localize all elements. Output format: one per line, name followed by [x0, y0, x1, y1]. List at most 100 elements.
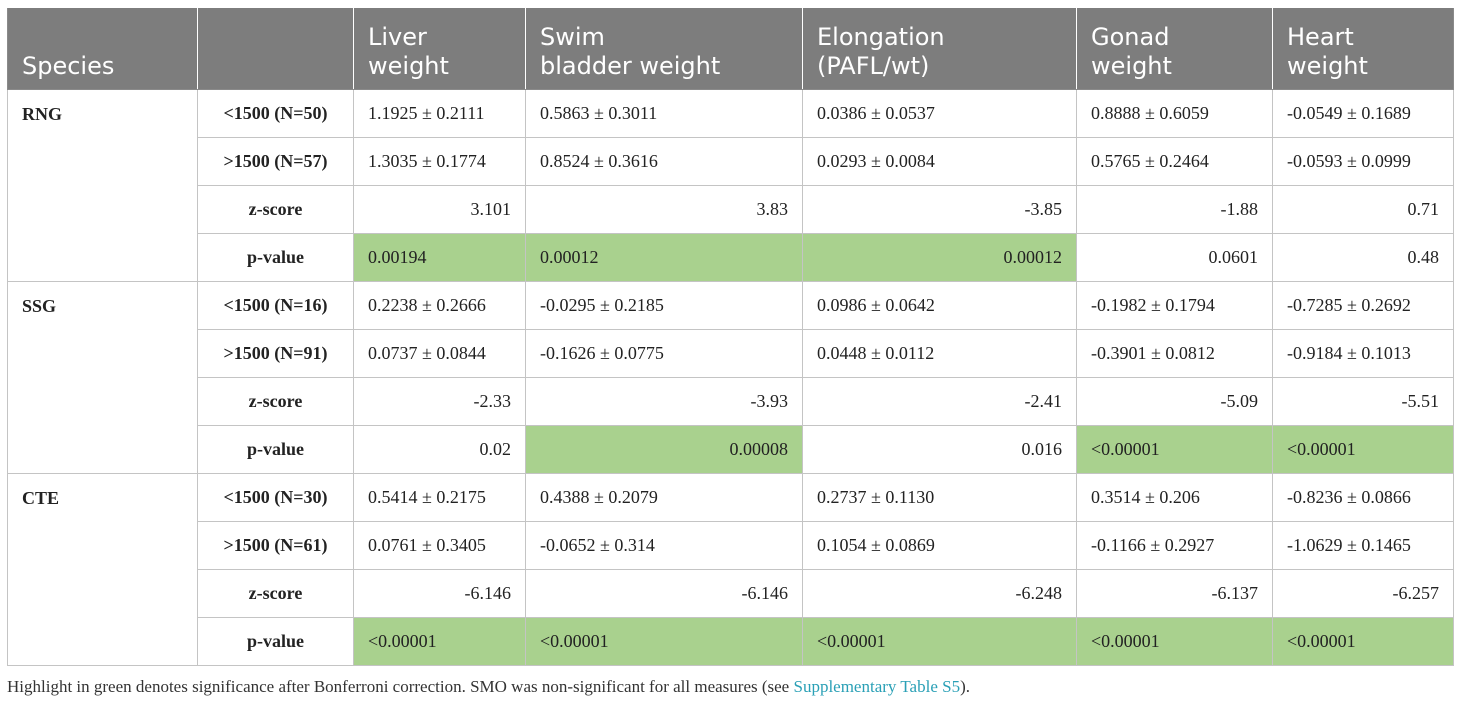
header-row: Species Liver weight Swim bladder weight Elon… — [7, 8, 1454, 90]
value-cell: 0.02 — [353, 424, 526, 474]
significant-value-cell: 0.00012 — [525, 232, 803, 282]
significant-value-cell: 0.00194 — [353, 232, 526, 282]
value-cell: -0.1166 ± 0.2927 — [1076, 520, 1273, 570]
column-header-group — [197, 8, 354, 90]
value-cell: 0.2238 ± 0.2666 — [353, 280, 526, 330]
table-row: RNG <1500 (N=50) 1.1925 ± 0.2111 0.5863 ± 0… — [7, 88, 1454, 282]
row-label: <1500 (N=16) — [197, 280, 354, 330]
header-text-line: Species — [22, 51, 115, 80]
species-cell: SSG — [7, 280, 198, 474]
significant-value-cell: <0.00001 — [353, 616, 526, 666]
value-cell: -6.248 — [802, 568, 1077, 618]
footnote-text: Highlight in green denotes significance … — [7, 677, 794, 696]
value-cell: -0.9184 ± 0.1013 — [1272, 328, 1454, 378]
species-cell: CTE — [7, 472, 198, 666]
table-row: >1500 (N=57) 1.3035 ± 0.1774 0.8524 ± 0.36… — [8, 136, 1454, 186]
significant-value-cell: 0.00012 — [802, 232, 1077, 282]
value-cell: -0.8236 ± 0.0866 — [1272, 472, 1454, 522]
column-header-measure-6: Heart weight — [1272, 8, 1454, 90]
table-row: z-score 3.101 3.83 -3.85 -1.88 0.71 — [8, 184, 1454, 234]
significant-value-cell: <0.00001 — [525, 616, 803, 666]
significant-value-cell: <0.00001 — [1076, 424, 1273, 474]
value-cell: -0.0549 ± 0.1689 — [1272, 88, 1454, 138]
value-cell: -1.88 — [1076, 184, 1273, 234]
table-row: SSG <1500 (N=16) 0.2238 ± 0.2666 -0.0295 ± … — [7, 280, 1454, 474]
value-cell: 1.1925 ± 0.2111 — [353, 88, 526, 138]
value-cell: -1.0629 ± 0.1465 — [1272, 520, 1454, 570]
row-label: >1500 (N=61) — [197, 520, 354, 570]
value-cell: -0.0295 ± 0.2185 — [525, 280, 803, 330]
results-table: Species Liver weight Swim bladder weight Elon… — [7, 8, 1454, 666]
header-text-line: weight — [368, 51, 449, 80]
value-cell: 0.8524 ± 0.3616 — [525, 136, 803, 186]
header-text-line: Heart — [1287, 22, 1354, 51]
value-cell: -0.3901 ± 0.0812 — [1076, 328, 1273, 378]
value-cell: 0.71 — [1272, 184, 1454, 234]
value-cell: -0.7285 ± 0.2692 — [1272, 280, 1454, 330]
table-row: CTE <1500 (N=30) 0.5414 ± 0.2175 0.4388 ± 0… — [7, 472, 1454, 666]
value-cell: 0.5765 ± 0.2464 — [1076, 136, 1273, 186]
value-cell: -2.33 — [353, 376, 526, 426]
value-cell: 0.4388 ± 0.2079 — [525, 472, 803, 522]
header-text-line: (PAFL/wt) — [817, 51, 930, 80]
value-cell: 0.0737 ± 0.0844 — [353, 328, 526, 378]
value-cell: 3.83 — [525, 184, 803, 234]
header-text-line: weight — [1287, 51, 1368, 80]
supplementary-table-link[interactable]: Supplementary Table S5 — [793, 677, 961, 696]
value-cell: 3.101 — [353, 184, 526, 234]
value-cell: -0.1982 ± 0.1794 — [1076, 280, 1273, 330]
column-header-measure-4: Elongation (PAFL/wt) — [802, 8, 1077, 90]
value-cell: 0.016 — [802, 424, 1077, 474]
header-text-line: bladder weight — [540, 51, 721, 80]
row-label: p-value — [197, 232, 354, 282]
results-table-container: Species Liver weight Swim bladder weight Elon… — [7, 8, 1454, 666]
value-cell: 0.3514 ± 0.206 — [1076, 472, 1273, 522]
row-label: p-value — [197, 616, 354, 666]
value-cell: 0.0293 ± 0.0084 — [802, 136, 1077, 186]
value-cell: 0.5863 ± 0.3011 — [525, 88, 803, 138]
value-cell: -5.51 — [1272, 376, 1454, 426]
value-cell: 0.0601 — [1076, 232, 1273, 282]
column-header-measure-3: Swim bladder weight — [525, 8, 803, 90]
value-cell: 0.8888 ± 0.6059 — [1076, 88, 1273, 138]
header-text-line: Swim — [540, 22, 605, 51]
significant-value-cell: <0.00001 — [1272, 424, 1454, 474]
table-row: >1500 (N=91) 0.0737 ± 0.0844 -0.1626 ± 0.0… — [8, 328, 1454, 378]
value-cell: 0.2737 ± 0.1130 — [802, 472, 1077, 522]
value-cell: 0.1054 ± 0.0869 — [802, 520, 1077, 570]
row-label: z-score — [197, 376, 354, 426]
row-label: <1500 (N=30) — [197, 472, 354, 522]
value-cell: -6.137 — [1076, 568, 1273, 618]
table-row: z-score -2.33 -3.93 -2.41 -5.09 -5.51 — [8, 376, 1454, 426]
header-text-line: Gonad — [1091, 22, 1170, 51]
significant-value-cell: <0.00001 — [1076, 616, 1273, 666]
value-cell: -3.93 — [525, 376, 803, 426]
table-row: p-value <0.00001 <0.00001 <0.00001 <0.00001 <… — [8, 616, 1454, 666]
value-cell: -6.146 — [525, 568, 803, 618]
table-footnote: Highlight in green denotes significance … — [7, 677, 970, 697]
row-label: >1500 (N=91) — [197, 328, 354, 378]
footnote-suffix: ). — [960, 677, 970, 696]
value-cell: 0.48 — [1272, 232, 1454, 282]
row-label: p-value — [197, 424, 354, 474]
row-label: z-score — [197, 568, 354, 618]
species-cell: RNG — [7, 88, 198, 282]
table-row: >1500 (N=61) 0.0761 ± 0.3405 -0.0652 ± 0.3… — [8, 520, 1454, 570]
significant-value-cell: <0.00001 — [802, 616, 1077, 666]
table-row: p-value 0.02 0.00008 0.016 <0.00001 <0.00001 — [8, 424, 1454, 474]
row-label: <1500 (N=50) — [197, 88, 354, 138]
table-body: RNG <1500 (N=50) 1.1925 ± 0.2111 0.5863 ± 0… — [7, 88, 1454, 666]
significant-value-cell: 0.00008 — [525, 424, 803, 474]
header-text-line: weight — [1091, 51, 1172, 80]
table-row: p-value 0.00194 0.00012 0.00012 0.0601 0.48 — [8, 232, 1454, 282]
value-cell: -0.0652 ± 0.314 — [525, 520, 803, 570]
value-cell: -2.41 — [802, 376, 1077, 426]
value-cell: 0.0448 ± 0.0112 — [802, 328, 1077, 378]
column-header-species: Species — [7, 8, 198, 90]
value-cell: -5.09 — [1076, 376, 1273, 426]
value-cell: 1.3035 ± 0.1774 — [353, 136, 526, 186]
row-label: z-score — [197, 184, 354, 234]
column-header-measure-2: Liver weight — [353, 8, 526, 90]
header-text-line: Elongation — [817, 22, 945, 51]
table-header: Species Liver weight Swim bladder weight Elon… — [7, 8, 1454, 90]
